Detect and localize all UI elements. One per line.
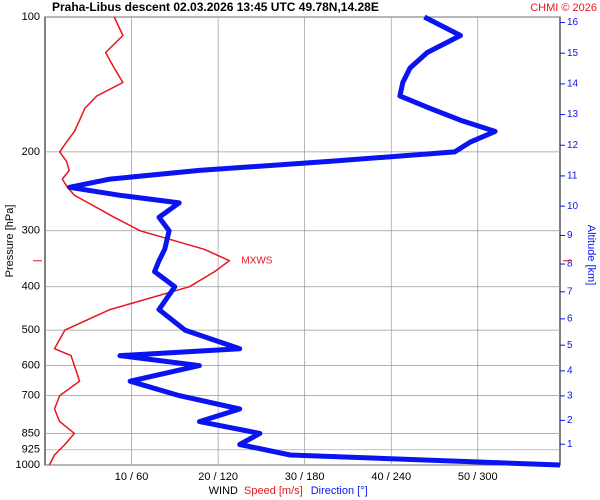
y-tick-label: 500 — [22, 324, 40, 336]
y2-tick-label: 7 — [567, 286, 573, 297]
y2-tick-label: 9 — [567, 230, 573, 241]
legend-entry: Speed [m/s] — [244, 485, 303, 497]
x-tick-label: 30 / 180 — [285, 471, 325, 483]
direction-line — [67, 14, 561, 468]
x-axis-label: WIND — [209, 485, 238, 497]
y-tick-label: 200 — [22, 146, 40, 158]
y2-tick-label: 5 — [567, 340, 573, 351]
x-tick-label: 50 / 300 — [458, 471, 498, 483]
y-tick-label: 850 — [22, 427, 40, 439]
credit: CHMI © 2026 — [530, 2, 597, 14]
speed-line — [48, 16, 231, 466]
y2-tick-label: 13 — [567, 109, 579, 120]
y2-tick-label: 12 — [567, 140, 579, 151]
y-tick-label: 700 — [22, 390, 40, 402]
y-tick-label: 300 — [22, 225, 40, 237]
y-axis-label: Pressure [hPa] — [4, 205, 16, 278]
y2-tick-label: 2 — [567, 415, 573, 426]
y2-tick-label: 14 — [567, 79, 579, 90]
y2-axis-label: Altitude [km] — [585, 225, 597, 286]
chart-title: Praha-Libus descent 02.03.2026 13:45 UTC… — [52, 0, 379, 14]
y2-tick-label: 1 — [567, 439, 573, 450]
plot-frame — [44, 16, 561, 466]
y2-tick-label: 6 — [567, 313, 573, 324]
y2-tick-label: 11 — [567, 171, 578, 182]
y2-tick-label: 4 — [567, 365, 573, 376]
y2-tick-label: 15 — [567, 48, 579, 59]
y-tick-label: 925 — [22, 444, 40, 456]
y-tick-label: 100 — [22, 11, 40, 23]
x-tick-label: 20 / 120 — [198, 471, 238, 483]
y2-tick-label: 8 — [567, 259, 573, 270]
y2-tick-label: 10 — [567, 201, 579, 212]
y-tick-label: 600 — [22, 360, 40, 372]
x-tick-label: 10 / 60 — [115, 471, 149, 483]
y2-tick-label: 3 — [567, 391, 573, 402]
y-tick-label: 400 — [22, 281, 40, 293]
x-tick-label: 40 / 240 — [371, 471, 411, 483]
y2-tick-label: 16 — [567, 17, 579, 28]
annotation: MXWS — [241, 255, 272, 266]
legend-entry: Direction [°] — [311, 485, 368, 497]
y-tick-label: 1000 — [16, 459, 40, 471]
